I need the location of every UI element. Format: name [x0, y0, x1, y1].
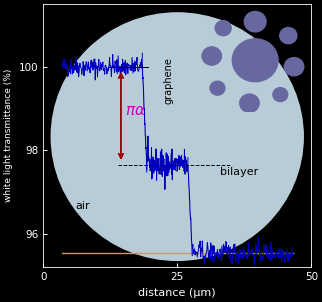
Text: air: air — [75, 201, 90, 211]
Y-axis label: white light transmittance (%): white light transmittance (%) — [4, 69, 13, 202]
X-axis label: distance (μm): distance (μm) — [138, 288, 216, 298]
Text: bilayer: bilayer — [220, 168, 258, 178]
Ellipse shape — [51, 13, 303, 260]
Text: graphene: graphene — [164, 58, 174, 104]
Circle shape — [280, 27, 297, 44]
Circle shape — [284, 58, 304, 76]
Circle shape — [273, 88, 288, 101]
Circle shape — [240, 94, 259, 112]
Circle shape — [210, 81, 225, 95]
Circle shape — [232, 39, 278, 82]
Circle shape — [215, 21, 231, 36]
Circle shape — [202, 47, 222, 65]
Circle shape — [244, 11, 266, 32]
Text: $\pi\alpha$: $\pi\alpha$ — [125, 103, 146, 118]
